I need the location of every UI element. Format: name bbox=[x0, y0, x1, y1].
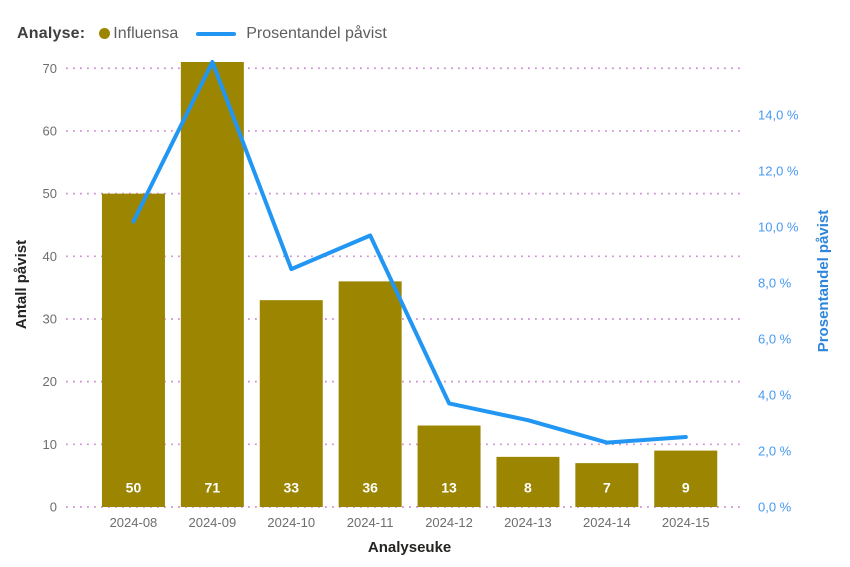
bar-value-label: 7 bbox=[603, 480, 611, 496]
x-axis-tick-label: 2024-12 bbox=[425, 515, 473, 530]
trend-line-prosentandel[interactable] bbox=[131, 60, 688, 445]
x-axis-tick-label: 2024-13 bbox=[504, 515, 552, 530]
bar-2024-10[interactable] bbox=[259, 300, 323, 507]
legend-item-label: Influensa bbox=[113, 24, 179, 42]
left-axis-tick-label: 70 bbox=[43, 61, 57, 76]
x-axis-tick-label: 2024-11 bbox=[347, 515, 394, 530]
left-axis-title: Antall påvist bbox=[13, 240, 30, 329]
bar-2024-11[interactable] bbox=[338, 281, 402, 507]
right-axis-tick-label: 14,0 % bbox=[758, 108, 799, 123]
legend-item-prosentandel[interactable]: Prosentandel påvist bbox=[178, 25, 387, 43]
right-axis-tick-label: 12,0 % bbox=[758, 164, 799, 179]
left-axis-tick-label: 40 bbox=[43, 249, 57, 264]
right-axis-tick-label: 4,0 % bbox=[758, 388, 792, 403]
left-axis-tick-label: 10 bbox=[43, 437, 57, 452]
influensa-series-dot-icon bbox=[99, 28, 111, 39]
legend-item-label: Prosentandel påvist bbox=[246, 24, 387, 42]
bar-2024-08[interactable] bbox=[101, 193, 165, 507]
bar-value-label: 33 bbox=[283, 480, 299, 496]
bar-value-label: 71 bbox=[205, 480, 221, 496]
x-axis-tick-label: 2024-10 bbox=[267, 515, 315, 530]
right-axis-tick-label: 6,0 % bbox=[758, 332, 792, 347]
prosentandel-series-line-icon bbox=[196, 31, 237, 36]
bar-2024-15[interactable] bbox=[654, 450, 718, 507]
x-axis-tick-label: 2024-09 bbox=[188, 515, 236, 530]
bar-2024-09[interactable] bbox=[180, 62, 244, 507]
bar-2024-13[interactable] bbox=[496, 456, 560, 507]
bar-value-label: 13 bbox=[441, 480, 457, 496]
right-axis-tick-label: 0,0 % bbox=[758, 500, 792, 515]
right-axis-title: Prosentandel påvist bbox=[815, 210, 832, 353]
x-axis-title: Analyseuke bbox=[368, 539, 451, 556]
x-axis-tick-label: 2024-14 bbox=[583, 515, 631, 530]
bar-value-label: 8 bbox=[524, 480, 532, 496]
bar-value-label: 50 bbox=[126, 480, 142, 496]
bar-value-label: 9 bbox=[682, 480, 690, 496]
x-axis-tick-label: 2024-15 bbox=[662, 515, 710, 530]
bar-2024-14[interactable] bbox=[575, 463, 639, 507]
right-axis-tick-label: 2,0 % bbox=[758, 444, 792, 459]
right-axis-tick-label: 8,0 % bbox=[758, 276, 792, 291]
left-axis-tick-label: 60 bbox=[43, 123, 57, 138]
left-axis-tick-label: 20 bbox=[43, 374, 57, 389]
bar-2024-12[interactable] bbox=[417, 425, 481, 507]
bar-value-label: 36 bbox=[362, 480, 378, 496]
chart-legend: Analyse: Influensa Prosentandel påvist bbox=[17, 20, 387, 47]
left-axis-tick-label: 30 bbox=[43, 311, 57, 326]
legend-title: Analyse: bbox=[17, 24, 86, 42]
legend-item-influensa[interactable]: Influensa bbox=[99, 25, 178, 43]
x-axis-tick-label: 2024-08 bbox=[110, 515, 158, 530]
left-axis-tick-label: 0 bbox=[50, 500, 57, 515]
left-axis-tick-label: 50 bbox=[43, 186, 57, 201]
right-axis-tick-label: 10,0 % bbox=[758, 220, 799, 235]
